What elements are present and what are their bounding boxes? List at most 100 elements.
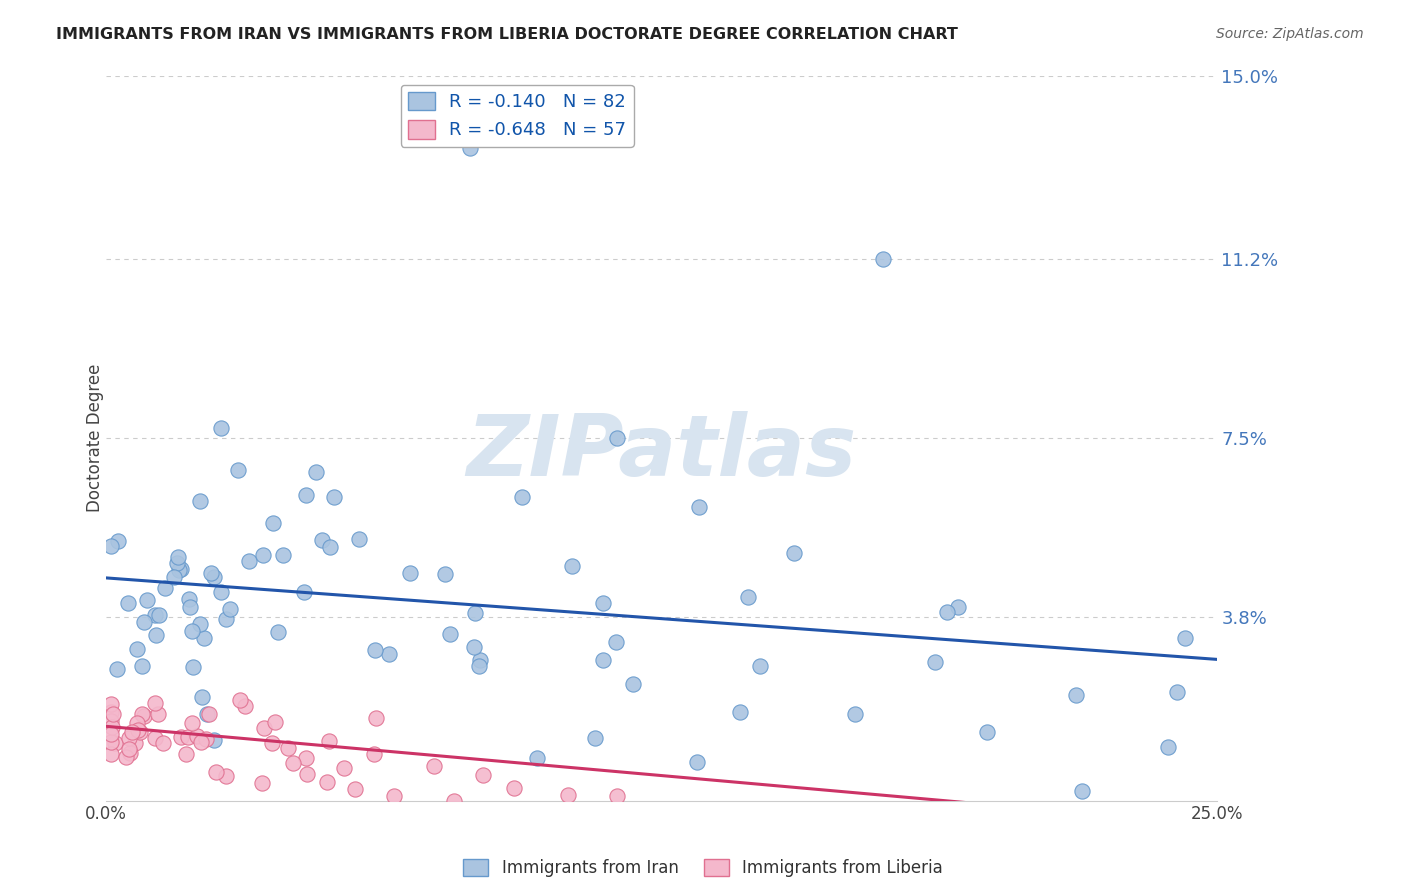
- Point: [267, 624, 290, 639]
- Y-axis label: Doctorate Degree: Doctorate Degree: [86, 364, 104, 512]
- Point: [197, 706, 219, 721]
- Point: [433, 566, 456, 581]
- Point: [315, 775, 337, 789]
- Point: [1166, 685, 1188, 699]
- Point: [174, 747, 197, 761]
- Point: [688, 500, 710, 515]
- Point: [194, 731, 217, 746]
- Point: [121, 724, 143, 739]
- Point: [166, 556, 188, 570]
- Point: [100, 697, 122, 711]
- Point: [1070, 784, 1092, 798]
- Point: [195, 706, 218, 721]
- Point: [181, 660, 204, 674]
- Point: [260, 735, 283, 749]
- Point: [443, 794, 465, 808]
- Point: [163, 570, 186, 584]
- Point: [623, 677, 645, 691]
- Point: [100, 734, 122, 748]
- Legend: R = -0.140   N = 82, R = -0.648   N = 57: R = -0.140 N = 82, R = -0.648 N = 57: [401, 85, 634, 146]
- Point: [107, 534, 129, 549]
- Point: [748, 658, 770, 673]
- Point: [117, 742, 139, 756]
- Point: [167, 564, 190, 578]
- Point: [252, 548, 274, 562]
- Point: [200, 566, 222, 581]
- Point: [271, 548, 294, 562]
- Point: [132, 615, 155, 630]
- Point: [606, 789, 628, 803]
- Point: [167, 549, 190, 564]
- Point: [193, 632, 215, 646]
- Point: [143, 731, 166, 745]
- Point: [152, 736, 174, 750]
- Point: [190, 690, 212, 705]
- Point: [948, 599, 970, 614]
- Point: [252, 721, 274, 735]
- Point: [125, 716, 148, 731]
- Text: IMMIGRANTS FROM IRAN VS IMMIGRANTS FROM LIBERIA DOCTORATE DEGREE CORRELATION CHA: IMMIGRANTS FROM IRAN VS IMMIGRANTS FROM …: [56, 27, 957, 42]
- Point: [295, 488, 318, 502]
- Point: [460, 141, 482, 155]
- Text: Source: ZipAtlas.com: Source: ZipAtlas.com: [1216, 27, 1364, 41]
- Point: [463, 640, 485, 654]
- Point: [180, 716, 202, 731]
- Point: [101, 706, 124, 721]
- Point: [592, 596, 614, 610]
- Point: [229, 693, 252, 707]
- Point: [606, 431, 628, 445]
- Point: [1157, 740, 1180, 755]
- Point: [872, 252, 894, 267]
- Text: ZIPatlas: ZIPatlas: [467, 411, 856, 494]
- Point: [202, 732, 225, 747]
- Point: [118, 746, 141, 760]
- Point: [1064, 688, 1087, 702]
- Point: [179, 600, 201, 615]
- Point: [295, 750, 318, 764]
- Point: [318, 540, 340, 554]
- Point: [468, 652, 491, 666]
- Point: [131, 706, 153, 721]
- Point: [844, 706, 866, 721]
- Point: [127, 642, 149, 657]
- Point: [180, 624, 202, 639]
- Point: [935, 605, 957, 619]
- Point: [526, 751, 548, 765]
- Point: [153, 581, 176, 595]
- Point: [318, 734, 340, 748]
- Point: [177, 592, 200, 607]
- Point: [503, 780, 526, 795]
- Point: [209, 585, 232, 599]
- Point: [131, 659, 153, 673]
- Point: [215, 612, 238, 626]
- Point: [737, 590, 759, 604]
- Point: [344, 782, 367, 797]
- Point: [100, 539, 122, 553]
- Point: [148, 707, 170, 722]
- Point: [104, 736, 127, 750]
- Point: [283, 756, 305, 771]
- Point: [205, 765, 228, 780]
- Point: [583, 731, 606, 745]
- Point: [924, 655, 946, 669]
- Point: [439, 626, 461, 640]
- Point: [399, 566, 422, 580]
- Point: [143, 607, 166, 622]
- Point: [143, 696, 166, 710]
- Point: [349, 533, 371, 547]
- Point: [218, 602, 240, 616]
- Point: [170, 562, 193, 576]
- Point: [132, 709, 155, 723]
- Point: [333, 761, 356, 775]
- Point: [100, 714, 122, 728]
- Point: [177, 730, 200, 744]
- Point: [202, 569, 225, 583]
- Point: [100, 720, 122, 734]
- Point: [423, 759, 446, 773]
- Point: [148, 608, 170, 623]
- Point: [464, 606, 486, 620]
- Point: [129, 725, 152, 739]
- Point: [311, 533, 333, 547]
- Point: [145, 628, 167, 642]
- Point: [127, 723, 149, 737]
